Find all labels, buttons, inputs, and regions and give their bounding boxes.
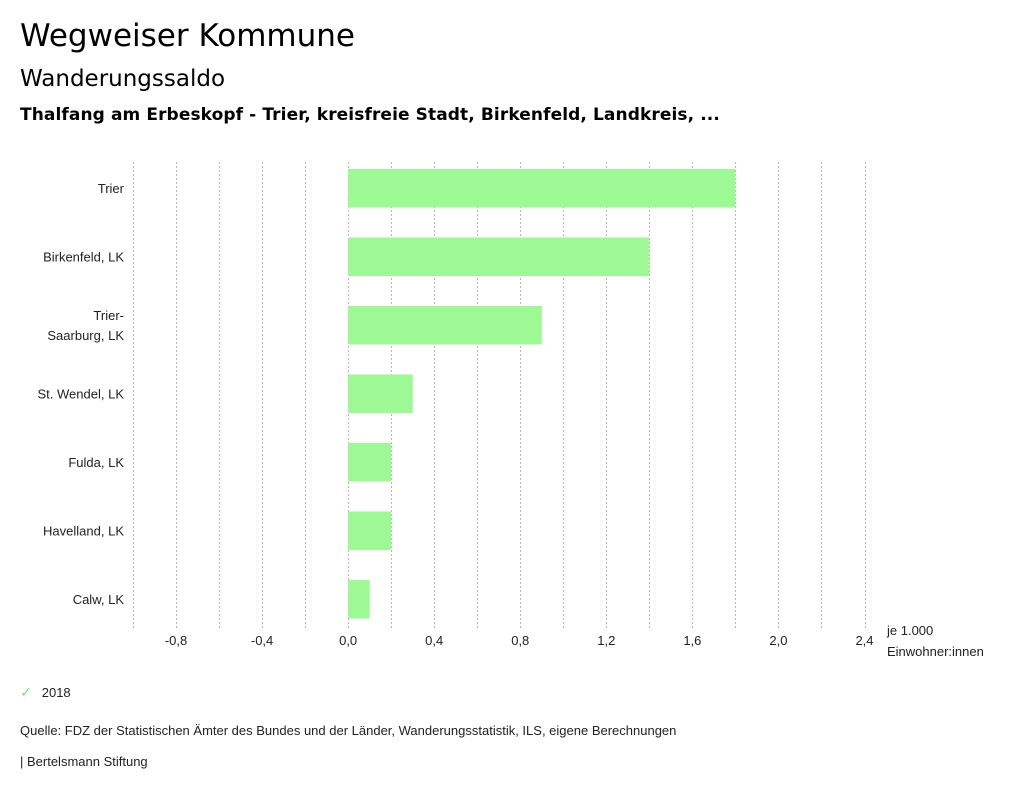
bar [348,580,370,619]
category-label: St. Wendel, LK [38,386,125,401]
check-icon[interactable]: ✓ [20,684,32,700]
bar [348,511,392,550]
category-label: Fulda, LK [68,455,124,470]
tick-labels: -0,8 -0,4 0,0 0,4 0,8 1,2 1,6 2,0 2,4 [165,633,874,648]
legend-label: 2018 [41,685,71,700]
source-note: Quelle: FDZ der Statistischen Ämter des … [20,723,677,738]
grid-lines [133,162,866,628]
unit-label: je 1.000 Einwohner:innen [886,623,984,659]
category-label: Havelland, LK [43,523,124,538]
tick-label: 0,8 [511,633,529,648]
region-label: Thalfang am Erbeskopf - Trier, kreisfrei… [20,105,720,125]
brand-note: | Bertelsmann Stiftung [20,754,148,769]
category-label: Trier [98,181,125,196]
bar [348,237,650,276]
unit-label: je 1.000 [886,623,933,638]
unit-label: Einwohner:innen [887,644,984,659]
legend[interactable]: ✓ 2018 [20,684,71,701]
tick-label: 0,4 [425,633,443,648]
bar-chart: Trier Birkenfeld, LK Trier- Saarburg, LK St.… [38,162,984,659]
category-labels: Trier Birkenfeld, LK Trier- Saarburg, LK St.… [38,181,125,607]
tick-label: 0,0 [339,633,357,648]
tick-label: -0,8 [165,633,187,648]
tick-label: 1,6 [683,633,701,648]
page-title: Wegweiser Kommune [20,18,355,54]
bar [348,169,736,208]
tick-label: 1,2 [597,633,615,648]
chart-subtitle: Wanderungssaldo [20,66,226,92]
category-label: Birkenfeld, LK [43,249,124,264]
category-label: Saarburg, LK [47,328,124,343]
tick-label: 2,0 [769,633,787,648]
bar [348,443,392,482]
tick-label: 2,4 [855,633,873,648]
category-label: Calw, LK [73,592,125,607]
tick-label: -0,4 [251,633,273,648]
bar [348,374,413,413]
bar [348,306,542,345]
category-label: Trier- [93,308,124,323]
bars [348,169,736,619]
